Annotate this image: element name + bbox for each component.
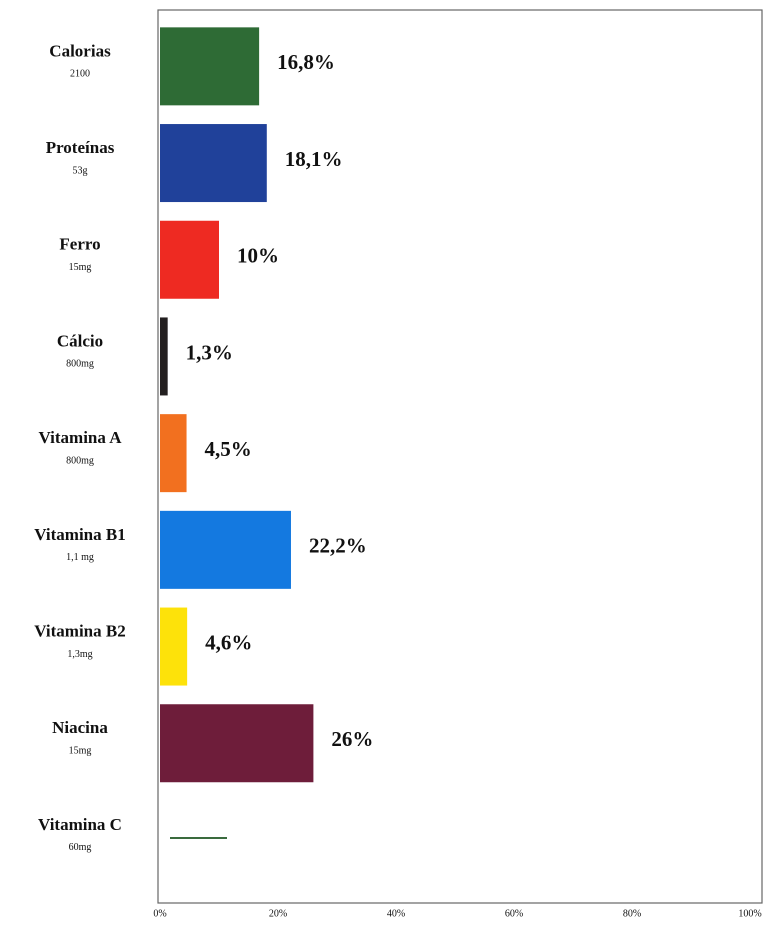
category-label: Proteínas <box>46 138 115 157</box>
bar <box>160 220 219 299</box>
x-tick-label: 80% <box>623 908 641 919</box>
category-sublabel: 15mg <box>69 262 92 273</box>
bar <box>160 124 267 203</box>
bar <box>160 510 291 589</box>
x-tick-label: 20% <box>269 908 287 919</box>
category-label: Vitamina A <box>39 428 123 447</box>
x-tick-label: 100% <box>738 908 761 919</box>
category-label: Ferro <box>59 235 100 254</box>
category-label: Vitamina B1 <box>34 525 125 544</box>
x-tick-label: 0% <box>153 908 166 919</box>
category-sublabel: 2100 <box>70 69 90 80</box>
category-sublabel: 1,1 mg <box>66 552 94 563</box>
category-sublabel: 800mg <box>66 455 94 466</box>
category-label: Niacina <box>52 718 108 737</box>
value-label: 10% <box>237 244 279 268</box>
value-label: 18,1% <box>285 147 343 171</box>
bar <box>160 27 260 106</box>
plot-frame <box>157 9 763 904</box>
category-sublabel: 800mg <box>66 359 94 370</box>
bar <box>160 317 168 396</box>
category-sublabel: 60mg <box>69 842 92 853</box>
category-label: Calorias <box>49 41 111 60</box>
bar <box>160 414 187 493</box>
value-label: 16,8% <box>277 50 335 74</box>
value-label: 1,3% <box>186 340 233 364</box>
category-label: Vitamina C <box>38 815 122 834</box>
category-sublabel: 1,3mg <box>67 649 92 660</box>
value-label: 26% <box>331 727 373 751</box>
category-sublabel: 15mg <box>69 746 92 757</box>
category-label: Vitamina B2 <box>34 621 125 640</box>
bar <box>160 607 188 686</box>
value-label: 4,6% <box>205 630 252 654</box>
bar <box>160 704 314 783</box>
category-label: Cálcio <box>57 331 103 350</box>
category-sublabel: 53g <box>73 165 88 176</box>
value-label: 22,2% <box>309 534 367 558</box>
x-tick-label: 40% <box>387 908 405 919</box>
value-label: 4,5% <box>205 437 252 461</box>
x-tick-label: 60% <box>505 908 523 919</box>
